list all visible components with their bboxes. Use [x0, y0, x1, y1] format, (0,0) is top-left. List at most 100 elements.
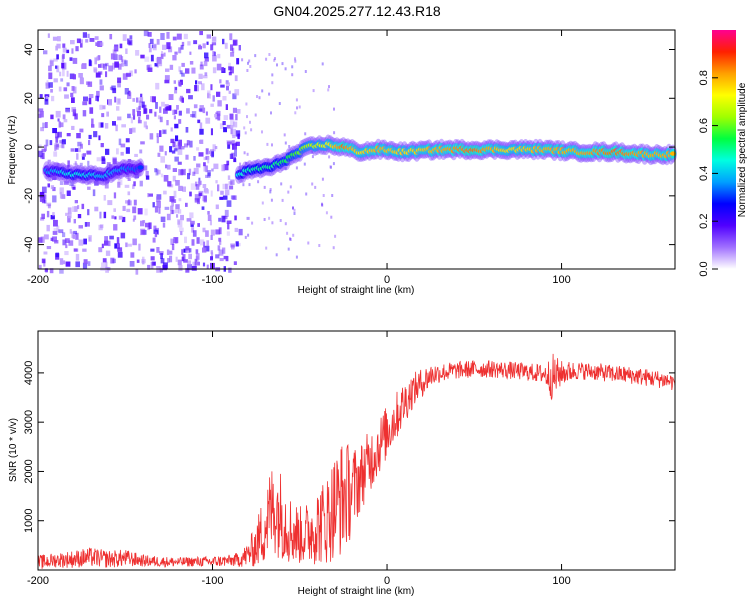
noise-cell	[245, 174, 248, 178]
noise-cell	[180, 214, 184, 221]
noise-cell	[271, 81, 274, 85]
noise-cell	[196, 147, 200, 151]
noise-cell	[120, 143, 126, 148]
noise-cell	[242, 183, 245, 187]
noise-cell	[190, 223, 194, 227]
noise-cell	[333, 131, 336, 135]
noise-cell	[239, 162, 242, 166]
noise-cell	[124, 184, 130, 188]
noise-cell	[165, 164, 168, 169]
noise-cell	[329, 165, 332, 169]
noise-cell	[38, 108, 44, 112]
noise-cell	[188, 95, 193, 100]
noise-cell	[219, 123, 224, 129]
x-tick-label: -200	[27, 274, 49, 286]
noise-cell	[115, 124, 118, 132]
noise-cell	[186, 140, 190, 146]
noise-cell	[130, 116, 133, 124]
noise-cell	[62, 47, 67, 53]
y-tick-label: 40	[23, 43, 35, 55]
noise-cell	[113, 54, 118, 60]
noise-cell	[202, 43, 206, 49]
noise-cell	[202, 262, 206, 267]
noise-cell	[118, 54, 122, 61]
noise-cell	[61, 139, 66, 145]
noise-cell	[198, 181, 201, 187]
noise-cell	[135, 50, 140, 56]
noise-cell	[96, 56, 100, 61]
noise-cell	[227, 175, 231, 180]
y-tick-label: -40	[23, 237, 35, 253]
noise-cell	[267, 159, 270, 162]
noise-cell	[98, 135, 101, 141]
noise-cell	[74, 200, 78, 204]
noise-cell	[43, 50, 48, 55]
noise-cell	[246, 69, 249, 72]
noise-cell	[99, 211, 102, 219]
noise-cell	[181, 168, 186, 176]
noise-cell	[100, 122, 104, 128]
noise-cell	[117, 251, 123, 258]
noise-cell	[226, 86, 229, 91]
noise-cell	[175, 87, 178, 91]
noise-cell	[46, 80, 49, 86]
noise-cell	[155, 102, 158, 109]
noise-cell	[211, 36, 217, 42]
noise-cell	[171, 199, 177, 203]
noise-cell	[54, 240, 59, 244]
noise-cell	[199, 128, 204, 135]
noise-cell	[183, 33, 188, 40]
noise-cell	[158, 207, 161, 214]
colorbar-ticks: 0.0 0.2 0.4 0.6 0.8	[698, 70, 718, 277]
noise-cell	[59, 71, 62, 77]
noise-cell	[268, 92, 271, 96]
noise-cell	[50, 237, 54, 241]
noise-cell	[185, 268, 190, 273]
noise-cell	[220, 84, 225, 88]
noise-cell	[219, 240, 222, 245]
noise-cell	[44, 268, 48, 272]
noise-cell	[69, 229, 72, 234]
noise-cell	[82, 167, 86, 172]
noise-cell	[45, 122, 48, 128]
noise-cell	[295, 166, 298, 170]
noise-cell	[228, 267, 232, 273]
noise-cell	[207, 92, 210, 98]
noise-cell	[210, 103, 214, 107]
noise-cell	[93, 68, 98, 73]
noise-cell	[321, 202, 323, 206]
noise-cell	[178, 66, 181, 72]
noise-cell	[122, 73, 128, 80]
noise-cell	[88, 134, 92, 140]
noise-cell	[330, 215, 333, 219]
noise-cell	[227, 141, 231, 149]
spectrogram-x-axis-label: Height of straight line (km)	[298, 285, 415, 296]
noise-cell	[174, 123, 179, 129]
noise-cell	[142, 256, 145, 263]
noise-cell	[38, 264, 42, 270]
noise-cell	[52, 36, 58, 41]
noise-cell	[205, 117, 211, 124]
noise-cell	[321, 62, 324, 66]
noise-cell	[99, 42, 104, 46]
noise-cell	[126, 208, 131, 213]
noise-cell	[41, 258, 46, 264]
noise-cell	[70, 92, 74, 98]
noise-cell	[195, 184, 200, 190]
noise-cell	[66, 190, 71, 196]
noise-cell	[46, 246, 52, 250]
noise-cell	[286, 231, 289, 235]
noise-cell	[139, 149, 143, 154]
noise-cell	[202, 247, 207, 253]
noise-cell	[291, 65, 294, 69]
noise-cell	[268, 216, 271, 220]
noise-cell	[274, 57, 276, 61]
noise-cell	[178, 209, 182, 214]
noise-cell	[53, 151, 58, 157]
noise-cell	[45, 139, 49, 147]
noise-cell	[233, 158, 237, 163]
noise-cell	[100, 143, 104, 148]
noise-cell	[228, 181, 233, 185]
noise-cell	[244, 235, 247, 239]
noise-cell	[116, 148, 119, 155]
